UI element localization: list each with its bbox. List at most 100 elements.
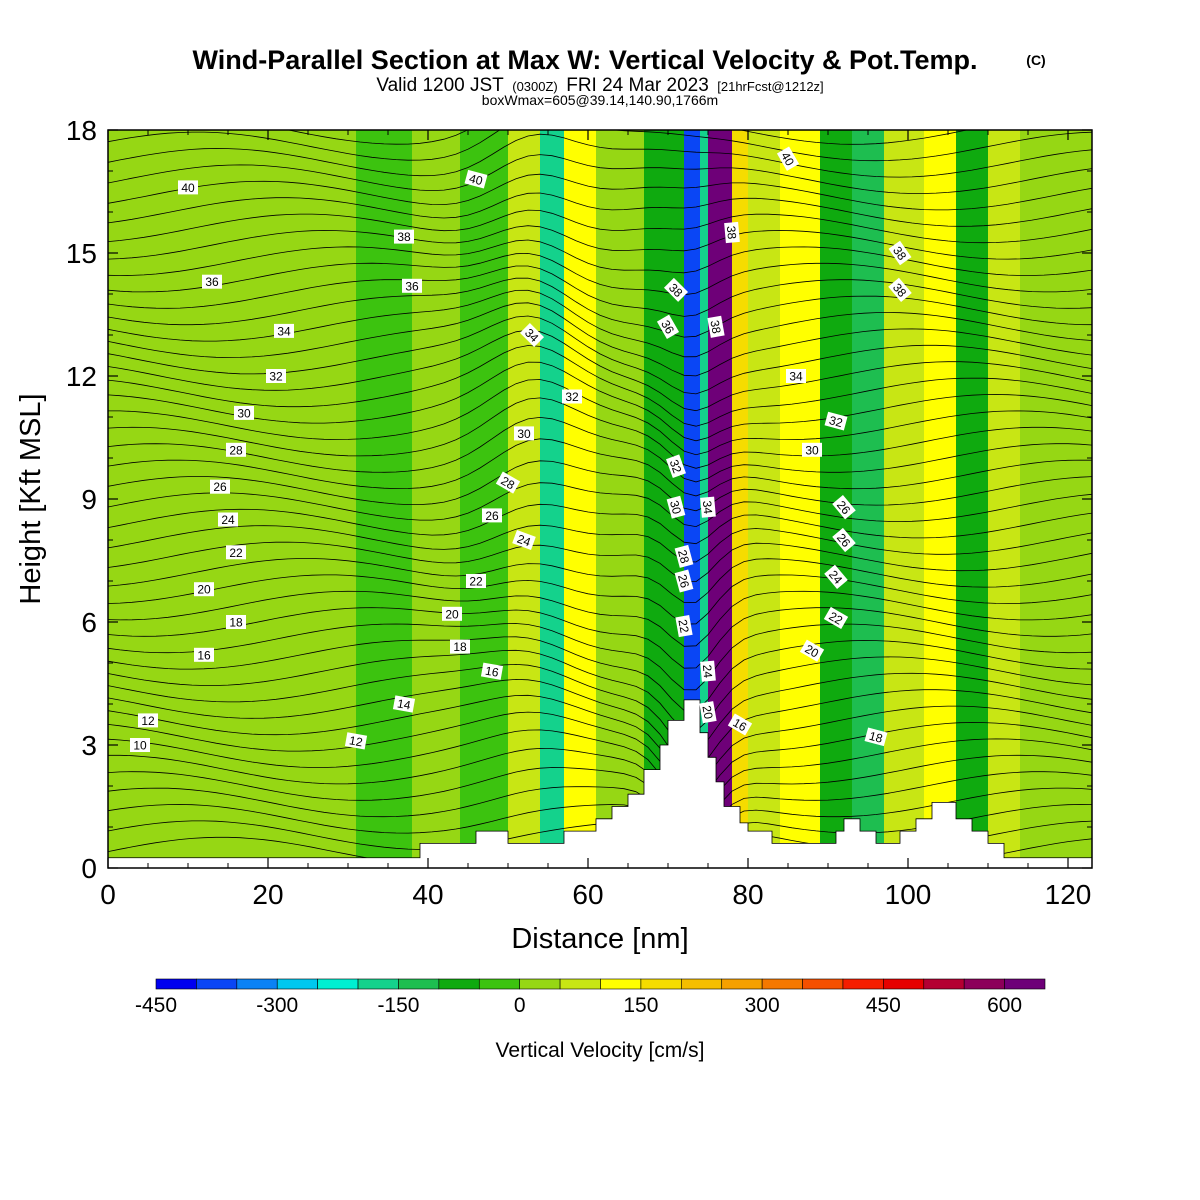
colorbar-swatch <box>883 978 925 990</box>
velocity-band <box>924 130 956 868</box>
contour-label-box <box>823 606 849 629</box>
isentrope-line <box>108 623 1092 691</box>
colorbar-tick-label: 450 <box>866 994 901 1017</box>
contour-label-box <box>674 544 694 568</box>
contour-label-box <box>202 274 222 289</box>
contour-label-text: 38 <box>397 230 411 244</box>
contour-label: 18 <box>450 639 470 654</box>
contour-label: 24 <box>824 564 848 590</box>
contour-label-box <box>450 639 470 654</box>
contour-label-box <box>674 569 694 593</box>
contour-label-text: 38 <box>724 225 739 240</box>
contour-label: 36 <box>202 274 222 289</box>
velocity-band <box>596 130 644 868</box>
velocity-band <box>852 130 884 868</box>
valid-line: Valid 1200 JST (0300Z) FRI 24 Mar 2023 [… <box>376 75 823 96</box>
contour-label: 22 <box>466 574 486 589</box>
isentrope-line <box>108 694 1092 786</box>
isentrope-line <box>108 277 1092 338</box>
contour-label-text: 36 <box>658 318 677 337</box>
contour-label: 38 <box>707 315 725 338</box>
contour-label-box <box>226 545 246 560</box>
contour-label-text: 26 <box>485 509 499 523</box>
colorbar-swatch <box>600 978 642 990</box>
colorbar-swatch <box>519 978 561 990</box>
colorbar-swatch <box>196 978 238 990</box>
contour-label-box <box>888 277 912 303</box>
isentrope-line <box>108 154 1092 194</box>
contour-label-text: 20 <box>699 704 715 720</box>
contour-label: 10 <box>130 738 150 753</box>
contour-label: 28 <box>226 442 246 457</box>
contour-label-box <box>466 574 486 588</box>
y-axis-label: Height [Kft MSL] <box>15 393 47 604</box>
contour-label: 38 <box>888 277 912 303</box>
isentrope-line <box>108 541 1092 583</box>
contour-label-text: 36 <box>405 279 419 293</box>
contour-label-box <box>130 738 150 752</box>
contour-label-box <box>666 495 686 519</box>
contour-label-box <box>138 713 158 728</box>
contour-label-text: 10 <box>133 739 147 753</box>
isentrope-line <box>286 130 970 145</box>
title-copyright-mark: (C) <box>1026 52 1045 68</box>
colorbar-swatch <box>317 978 359 990</box>
contour-label-box <box>700 660 716 682</box>
contour-label-text: 30 <box>237 406 251 420</box>
contour-label-text: 16 <box>484 664 500 680</box>
forecast-info: [21hrFcst@1212z] <box>717 79 823 94</box>
isentrope-line <box>108 133 1092 178</box>
contour-label-box <box>824 411 848 431</box>
y-tick-label: 18 <box>66 115 97 146</box>
colorbar-tick-label: 0 <box>514 994 526 1017</box>
isentrope-line <box>108 192 1092 227</box>
contour-label: 22 <box>226 545 246 560</box>
contour-label-box <box>864 727 888 747</box>
contour-label-text: 30 <box>517 427 531 441</box>
contour-label: 18 <box>864 727 888 747</box>
contour-label: 12 <box>344 732 368 750</box>
y-tick-label: 0 <box>81 853 97 884</box>
contour-label: 12 <box>138 713 158 728</box>
box-info: boxWmax=605@39.14,140.90,1766m <box>482 92 718 108</box>
isentrope-line <box>108 252 1092 296</box>
y-tick-label: 12 <box>66 361 97 392</box>
contour-label: 28 <box>495 471 521 494</box>
contour-label-text: 16 <box>197 648 211 662</box>
colorbar-swatch <box>802 978 844 990</box>
contour-label-text: 18 <box>868 729 885 746</box>
contour-label-text: 24 <box>221 513 235 527</box>
isentrope-line <box>108 524 1092 563</box>
contour-label-text: 24 <box>515 532 533 550</box>
colorbar-swatch <box>155 978 197 990</box>
contour-label-text: 22 <box>229 546 243 560</box>
contour-label: 26 <box>832 495 856 520</box>
velocity-band <box>820 130 852 868</box>
contour-label: 20 <box>442 606 462 621</box>
contour-label-text: 40 <box>181 181 195 195</box>
contour-label-box <box>832 527 856 553</box>
contour-label: 32 <box>266 369 286 384</box>
velocity-band <box>564 130 596 868</box>
contour-label: 40 <box>776 146 800 171</box>
contour-label: 38 <box>663 277 689 302</box>
x-tick-label: 100 <box>885 879 932 910</box>
contour-label: 24 <box>700 660 716 682</box>
contour-label: 40 <box>178 180 198 195</box>
colorbar-tick-label: -300 <box>256 994 298 1017</box>
contour-label: 24 <box>512 530 536 550</box>
isentrope-line <box>108 590 1092 647</box>
contour-label-box <box>194 647 214 662</box>
isentrope-line <box>108 503 1092 545</box>
contour-label: 36 <box>656 314 680 339</box>
colorbar-swatch <box>923 978 965 990</box>
contour-label-text: 34 <box>700 500 715 515</box>
isentrope-line <box>108 747 1092 830</box>
contour-label: 38 <box>888 240 912 266</box>
colorbar-swatch <box>276 978 318 990</box>
contour-label: 32 <box>562 389 582 404</box>
contour-label-text: 28 <box>498 474 517 493</box>
contour-label-text: 32 <box>565 390 579 404</box>
